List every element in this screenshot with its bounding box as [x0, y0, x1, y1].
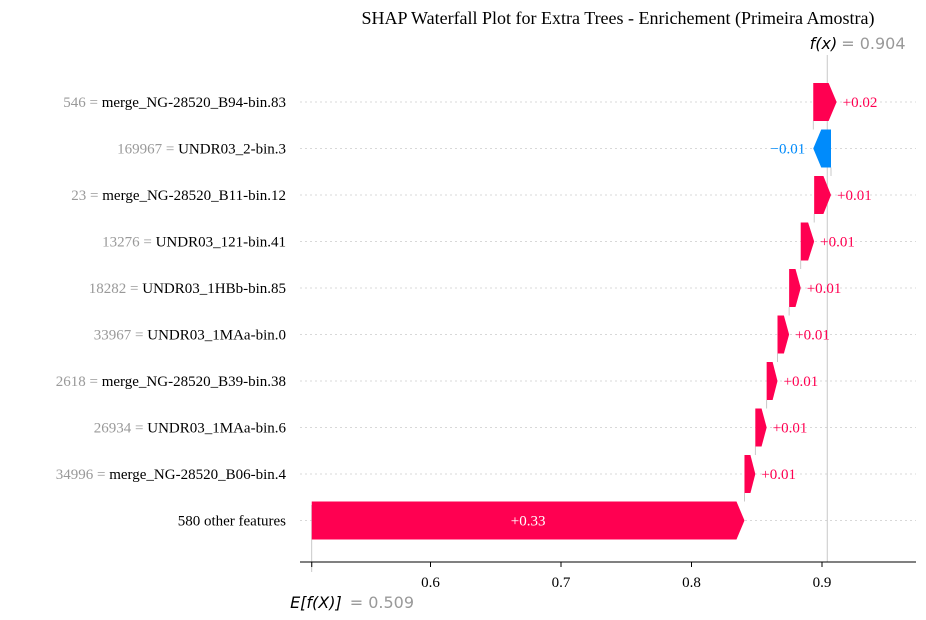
- bar-merge-ng-28520-b94-bin-83: [813, 83, 837, 121]
- feature-value: 23 =: [71, 188, 102, 204]
- shap-value-label: +0.01: [807, 281, 842, 297]
- feature-name: merge_NG-28520_B94-bin.83: [102, 95, 286, 111]
- bars-layer: +0.02 −0.01 +0.01 +0.01 +0.01 +0.01 +0.01 +0.01…: [311, 83, 878, 540]
- shap-value-label: +0.01: [837, 188, 872, 204]
- reference-lines: [311, 55, 832, 572]
- shap-value-label: +0.01: [773, 421, 808, 437]
- x-tick-label: 0.7: [552, 575, 571, 591]
- shap-value-label: +0.01: [820, 235, 855, 251]
- feature-value: 26934 =: [94, 421, 147, 437]
- shap-value-label: +0.01: [761, 467, 796, 483]
- x-tick-label: 0.6: [421, 575, 440, 591]
- feature-value: 169967 =: [117, 142, 178, 158]
- feature-label: 580 other features: [178, 514, 286, 530]
- feature-labels: 546 = merge_NG-28520_B94-bin.83 169967 = …: [56, 95, 287, 530]
- fx-value: = 0.904: [841, 34, 905, 53]
- base-value: = 0.509: [350, 593, 414, 612]
- feature-value: 13276 =: [102, 235, 155, 251]
- shap-value-label: +0.01: [783, 374, 818, 390]
- feature-name: merge_NG-28520_B39-bin.38: [102, 374, 286, 390]
- feature-value: 2618 =: [56, 374, 102, 390]
- base-label: E[f(X)]: [290, 593, 342, 612]
- shap-value-label: −0.01: [771, 142, 806, 158]
- bar-undr03-1maa-bin-6: [755, 408, 767, 447]
- feature-name: merge_NG-28520_B11-bin.12: [102, 188, 286, 204]
- feature-label: 169967 = UNDR03_2-bin.3: [117, 142, 286, 158]
- feature-value: 33967 =: [94, 328, 147, 344]
- feature-value: 34996 =: [56, 467, 109, 483]
- feature-label: 2618 = merge_NG-28520_B39-bin.38: [56, 374, 286, 390]
- bar-undr03-2-bin-3: [813, 129, 832, 168]
- shap-value-label: +0.02: [843, 95, 878, 111]
- feature-name: UNDR03_121-bin.41: [156, 235, 286, 251]
- bar-undr03-1hbb-bin-85: [789, 269, 801, 307]
- shap-value-label: +0.33: [511, 514, 546, 530]
- x-tick-label: 0.8: [682, 575, 701, 591]
- feature-value: 18282 =: [89, 281, 142, 297]
- feature-name: UNDR03_1HBb-bin.85: [142, 281, 286, 297]
- bar-merge-ng-28520-b11-bin-12: [814, 176, 832, 214]
- feature-value: 546 =: [63, 95, 101, 111]
- feature-name: UNDR03_2-bin.3: [178, 142, 286, 158]
- shap-value-label: +0.01: [795, 328, 830, 344]
- feature-name: UNDR03_1MAa-bin.6: [147, 421, 286, 437]
- feature-label: 23 = merge_NG-28520_B11-bin.12: [71, 188, 286, 204]
- feature-name: merge_NG-28520_B06-bin.4: [109, 467, 286, 483]
- bar-merge-ng-28520-b06-bin-4: [744, 455, 756, 493]
- fx-label: f(x): [810, 34, 838, 53]
- bar-undr03-1maa-bin-0: [777, 315, 790, 354]
- feature-name: UNDR03_1MAa-bin.0: [147, 328, 286, 344]
- feature-label: 546 = merge_NG-28520_B94-bin.83: [63, 95, 286, 111]
- feature-label: 26934 = UNDR03_1MAa-bin.6: [94, 421, 287, 437]
- fx-annotation: f(x) = 0.904: [810, 34, 906, 53]
- bar-undr03-121-bin-41: [800, 222, 815, 261]
- bar-merge-ng-28520-b39-bin-38: [766, 362, 778, 400]
- x-axis: 0.6 0.7 0.8 0.9: [300, 561, 916, 591]
- base-annotation: E[f(X)] = 0.509: [290, 593, 414, 612]
- x-tick-label: 0.9: [813, 575, 832, 591]
- feature-name: 580 other features: [178, 514, 286, 530]
- feature-label: 34996 = merge_NG-28520_B06-bin.4: [56, 467, 287, 483]
- feature-label: 18282 = UNDR03_1HBb-bin.85: [89, 281, 286, 297]
- feature-label: 13276 = UNDR03_121-bin.41: [102, 235, 286, 251]
- chart-title: SHAP Waterfall Plot for Extra Trees - En…: [362, 8, 875, 29]
- feature-label: 33967 = UNDR03_1MAa-bin.0: [94, 328, 286, 344]
- bar-580-other-features: [311, 501, 745, 540]
